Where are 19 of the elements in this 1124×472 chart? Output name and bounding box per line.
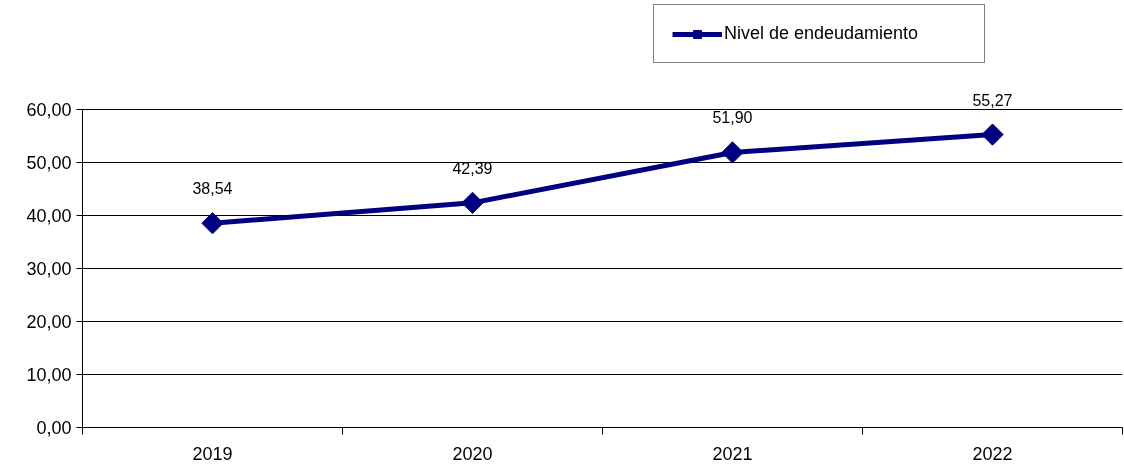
y-tick-label: 0,00	[36, 418, 72, 438]
point	[981, 123, 1004, 146]
x-tick-label: 2020	[452, 443, 493, 464]
data-label: 55,27	[972, 91, 1013, 109]
x-tick-label: 2022	[972, 443, 1013, 464]
y-tick-label: 10,00	[26, 365, 72, 385]
point	[721, 141, 744, 164]
y-tick-label: 30,00	[26, 259, 72, 279]
y-tick-label: 50,00	[26, 153, 72, 173]
y-tick-label: 60,00	[26, 100, 72, 120]
x-tick-label: 2021	[712, 443, 753, 464]
y-tick-label: 20,00	[26, 312, 72, 332]
point	[201, 212, 224, 235]
legend-label: Nivel de endeudamiento	[724, 23, 920, 44]
data-label: 51,90	[712, 109, 753, 127]
x-tick-label: 2019	[192, 443, 233, 464]
y-tick-label: 40,00	[26, 206, 72, 226]
point	[461, 191, 484, 214]
data-label: 38,54	[192, 180, 233, 198]
